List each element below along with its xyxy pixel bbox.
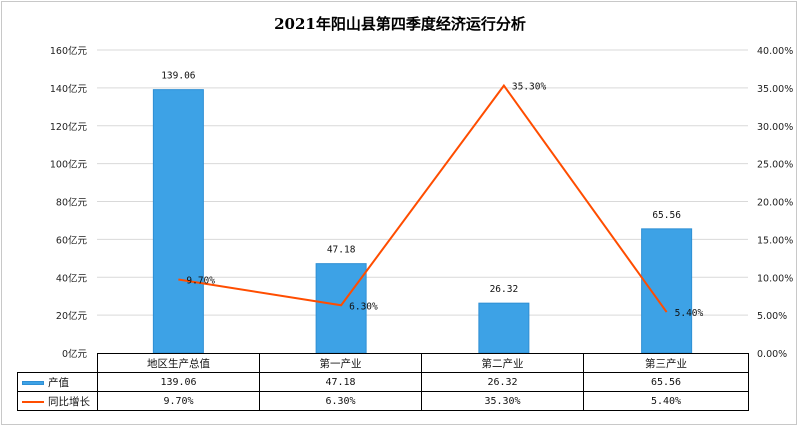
right-axis-tick-label: 25.00% [757, 160, 793, 171]
table-cell: 9.70% [97, 391, 260, 411]
legend-label: 产值 [48, 376, 69, 389]
line-legend-swatch-icon [22, 400, 44, 403]
bar [315, 263, 367, 354]
bar [478, 302, 530, 354]
table-row-output: 产值 139.06 47.18 26.32 65.56 [17, 372, 749, 392]
table-cell: 47.18 [259, 372, 422, 392]
chart-title: 2021年阳山县第四季度经济运行分析 [274, 15, 526, 33]
right-axis-tick-label: 0.00% [757, 349, 787, 360]
left-axis-tick-label: 80亿元 [56, 197, 88, 209]
left-axis-tick-label: 60亿元 [56, 234, 88, 246]
bar-value-label: 65.56 [652, 210, 681, 221]
table-cell: 139.06 [97, 372, 260, 392]
bar-value-label: 47.18 [327, 245, 356, 256]
table-cell: 6.30% [259, 391, 422, 411]
line-value-label: 9.70% [186, 276, 215, 287]
right-axis-tick-label: 15.00% [757, 235, 793, 246]
table-header-cell: 第二产业 [421, 353, 584, 373]
left-axis-tick-label: 160亿元 [50, 45, 88, 57]
bar-series [152, 89, 693, 354]
left-axis-tick-label: 120亿元 [50, 121, 88, 133]
bar-legend-swatch-icon [22, 380, 44, 385]
table-header-row: 地区生产总值 第一产业 第二产业 第三产业 [17, 353, 749, 373]
table-header-cell: 第一产业 [259, 353, 422, 373]
legend-item-growth: 同比增长 [17, 391, 98, 411]
bar-value-label: 139.06 [161, 71, 196, 82]
left-axis-tick-label: 140亿元 [50, 83, 88, 95]
right-axis-tick-label: 40.00% [757, 46, 793, 57]
right-axis-tick-label: 30.00% [757, 122, 793, 133]
right-axis-ticks: 0.00% 5.00% 10.00% 15.00% 20.00% 25.00% 30.00%… [757, 46, 793, 360]
line-value-label: 35.30% [512, 82, 547, 93]
table-header-cell: 第三产业 [583, 353, 749, 373]
bar-value-label: 26.32 [490, 284, 519, 295]
right-axis-tick-label: 10.00% [757, 273, 793, 284]
legend-item-output: 产值 [17, 372, 98, 392]
bar [152, 89, 204, 354]
table-cell: 5.40% [583, 391, 749, 411]
legend-label: 同比增长 [48, 395, 90, 408]
gridlines [97, 49, 748, 316]
right-axis-tick-label: 20.00% [757, 198, 793, 209]
left-axis-tick-label: 40亿元 [56, 272, 88, 284]
right-axis-tick-label: 5.00% [757, 311, 787, 322]
table-cell: 35.30% [421, 391, 584, 411]
table-corner [17, 353, 98, 373]
line-value-label: 6.30% [349, 301, 378, 312]
data-table: 地区生产总值 第一产业 第二产业 第三产业 产值 139.06 47.18 26… [17, 353, 749, 411]
right-axis-tick-label: 35.00% [757, 84, 793, 95]
table-cell: 26.32 [421, 372, 584, 392]
bar [641, 228, 693, 354]
line-series [178, 83, 668, 313]
line-value-label: 5.40% [675, 308, 704, 319]
data-labels: 139.06 47.18 26.32 65.56 9.70% 6.30% 35.30% 5.4… [161, 71, 703, 319]
table-row-growth: 同比增长 9.70% 6.30% 35.30% 5.40% [17, 391, 749, 411]
table-header-cell: 地区生产总值 [97, 353, 260, 373]
growth-line [178, 83, 668, 313]
left-axis-tick-label: 20亿元 [56, 310, 88, 322]
table-cell: 65.56 [583, 372, 749, 392]
left-axis-tick-label: 100亿元 [50, 159, 88, 171]
